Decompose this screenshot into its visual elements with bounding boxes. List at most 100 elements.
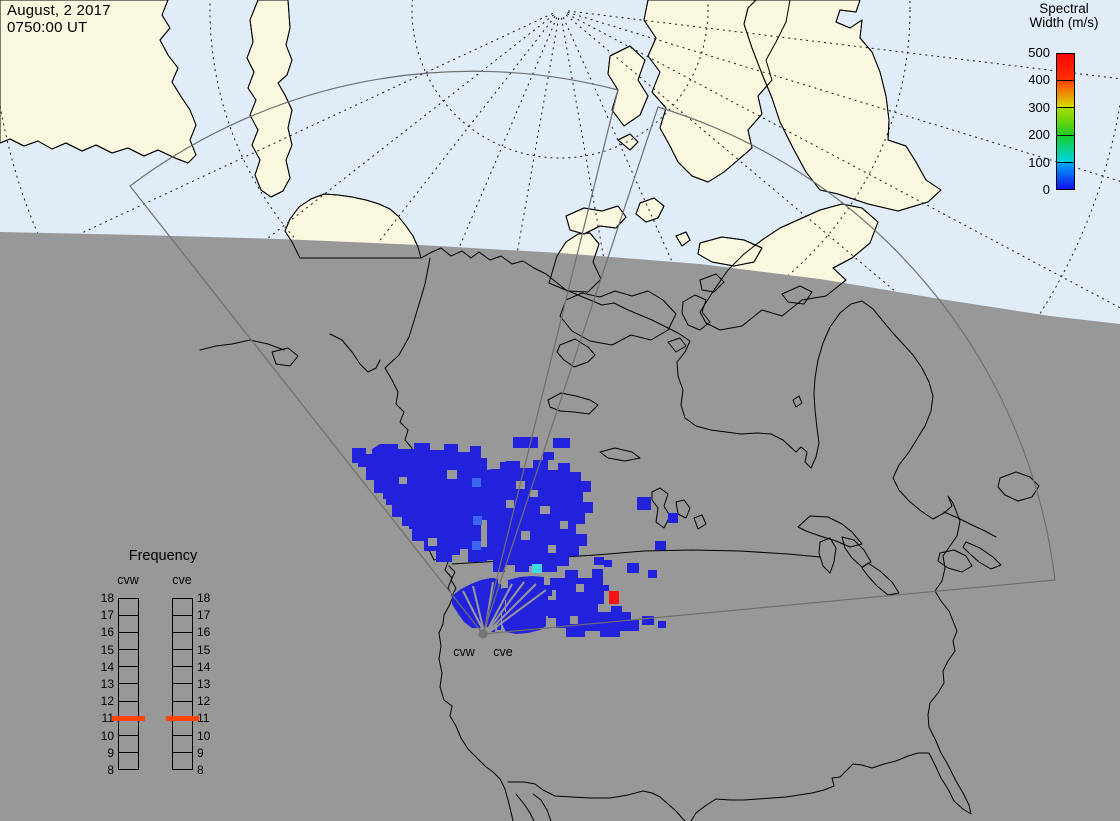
data-cell xyxy=(627,563,639,573)
puget-sound xyxy=(448,565,457,597)
cell-gap xyxy=(399,477,407,484)
radar-site-dot xyxy=(478,629,488,639)
freq-scale-cell xyxy=(173,633,192,651)
victoria-island-outline xyxy=(559,290,677,346)
freq-tick-label: 9 xyxy=(197,745,204,760)
range-gate-gap xyxy=(487,589,547,634)
data-cell-mid xyxy=(472,478,481,487)
freq-marker-cvw xyxy=(112,716,145,722)
labrador-coast xyxy=(861,300,954,520)
bathurst-island-outline xyxy=(635,197,665,223)
colorbar-tick-label: 400 xyxy=(1028,72,1050,88)
kodiak-island xyxy=(271,347,299,367)
data-cell-mid xyxy=(472,541,481,550)
cell-gap xyxy=(548,545,556,553)
chukotka-east-outline xyxy=(246,0,293,198)
red-cell xyxy=(609,591,619,604)
freq-scale-cell xyxy=(173,736,192,753)
graticule-circle xyxy=(209,0,911,324)
backscatter-cells xyxy=(352,437,678,637)
freq-tick-label: 15 xyxy=(197,642,211,657)
southampton-island-outline xyxy=(781,285,813,305)
colorbar-segment xyxy=(1057,135,1074,163)
lake-erie xyxy=(861,562,900,596)
us-east-gulf-coast xyxy=(690,502,972,821)
data-cell xyxy=(352,448,366,463)
freq-tick-label: 13 xyxy=(100,677,114,691)
freq-scale-cell xyxy=(119,684,138,702)
radar-site-label-cvw: cvw xyxy=(453,645,476,659)
freq-tick-label: 16 xyxy=(197,625,211,640)
range-gate-gap xyxy=(462,590,485,633)
lake-michigan xyxy=(818,537,837,574)
manitoba-lakes xyxy=(675,499,707,530)
hudson-bay-islet xyxy=(792,395,803,408)
sverdrup-island-outline xyxy=(617,133,639,151)
cell-gap xyxy=(447,470,457,479)
king-william-island-outline xyxy=(667,337,687,353)
data-cell xyxy=(553,438,570,448)
data-cell xyxy=(637,497,651,510)
freq-tick-label: 14 xyxy=(197,659,211,674)
great-slave-lake xyxy=(547,392,599,415)
range-gate-gap xyxy=(485,583,513,634)
cornwallis-island-outline xyxy=(675,231,691,247)
freq-tick-label: 8 xyxy=(197,763,204,777)
colorbar-segment xyxy=(1057,81,1074,109)
freq-scale-cell xyxy=(173,650,192,668)
arctic-mainland-coast xyxy=(420,247,863,469)
freq-scale-cell xyxy=(173,616,192,634)
ellesmere-island-outline xyxy=(643,0,791,183)
freq-scale-cell xyxy=(119,753,138,769)
freq-scale-cell xyxy=(119,633,138,651)
cook-inlet xyxy=(329,333,381,373)
freq-tick-label: 17 xyxy=(197,608,211,623)
melville-island-outline xyxy=(565,205,627,235)
data-cell xyxy=(648,570,657,578)
freq-scale-cvw xyxy=(118,598,139,770)
data-cell xyxy=(655,541,666,550)
freq-scale-cell xyxy=(119,650,138,668)
data-cell xyxy=(594,557,604,565)
freq-scale-cve xyxy=(172,598,193,770)
freq-scale-cell xyxy=(119,719,138,736)
range-gate-gap xyxy=(472,585,485,633)
graticule-circle xyxy=(411,0,709,159)
freq-marker-cve xyxy=(166,716,199,722)
baffin-island-outline xyxy=(699,203,879,331)
range-gate-gap xyxy=(485,581,525,634)
freq-scale-cell xyxy=(173,684,192,702)
baja-california xyxy=(515,793,552,821)
freq-tick-label: 10 xyxy=(100,728,114,743)
freq-tick-label: 17 xyxy=(100,608,114,623)
cell-gap xyxy=(377,499,386,507)
gulf-st-lawrence xyxy=(943,511,997,538)
freq-tick-label: 12 xyxy=(197,694,211,709)
colorbar-segment xyxy=(1057,108,1074,136)
cell-gap xyxy=(576,584,584,592)
freq-scale-cell xyxy=(119,599,138,617)
fov-outlines xyxy=(129,70,1056,635)
lake-athabasca xyxy=(599,447,641,462)
freq-scale-cell xyxy=(173,599,192,617)
freq-scale-cell xyxy=(173,719,192,736)
cell-gap xyxy=(460,549,468,556)
colorbar-tick-label: 300 xyxy=(1028,99,1050,115)
data-cell xyxy=(513,437,538,448)
nova-scotia xyxy=(962,541,1002,570)
colorbar xyxy=(1056,53,1075,190)
coastline-layer xyxy=(0,0,1040,821)
freq-scale-cell xyxy=(119,667,138,685)
lake-ontario xyxy=(937,549,973,573)
freq-scale-cell xyxy=(119,736,138,753)
cell-gap xyxy=(428,538,437,546)
axel-heiberg-outline xyxy=(607,45,649,127)
frequency-legend-title: Frequency xyxy=(128,548,198,564)
cell-gap xyxy=(506,500,514,508)
colorbar-tick-label: 100 xyxy=(1028,154,1050,170)
data-cell xyxy=(642,616,654,625)
somerset-island-outline xyxy=(699,273,725,293)
cvw-fov xyxy=(129,70,619,635)
greenland-outline xyxy=(743,0,942,212)
